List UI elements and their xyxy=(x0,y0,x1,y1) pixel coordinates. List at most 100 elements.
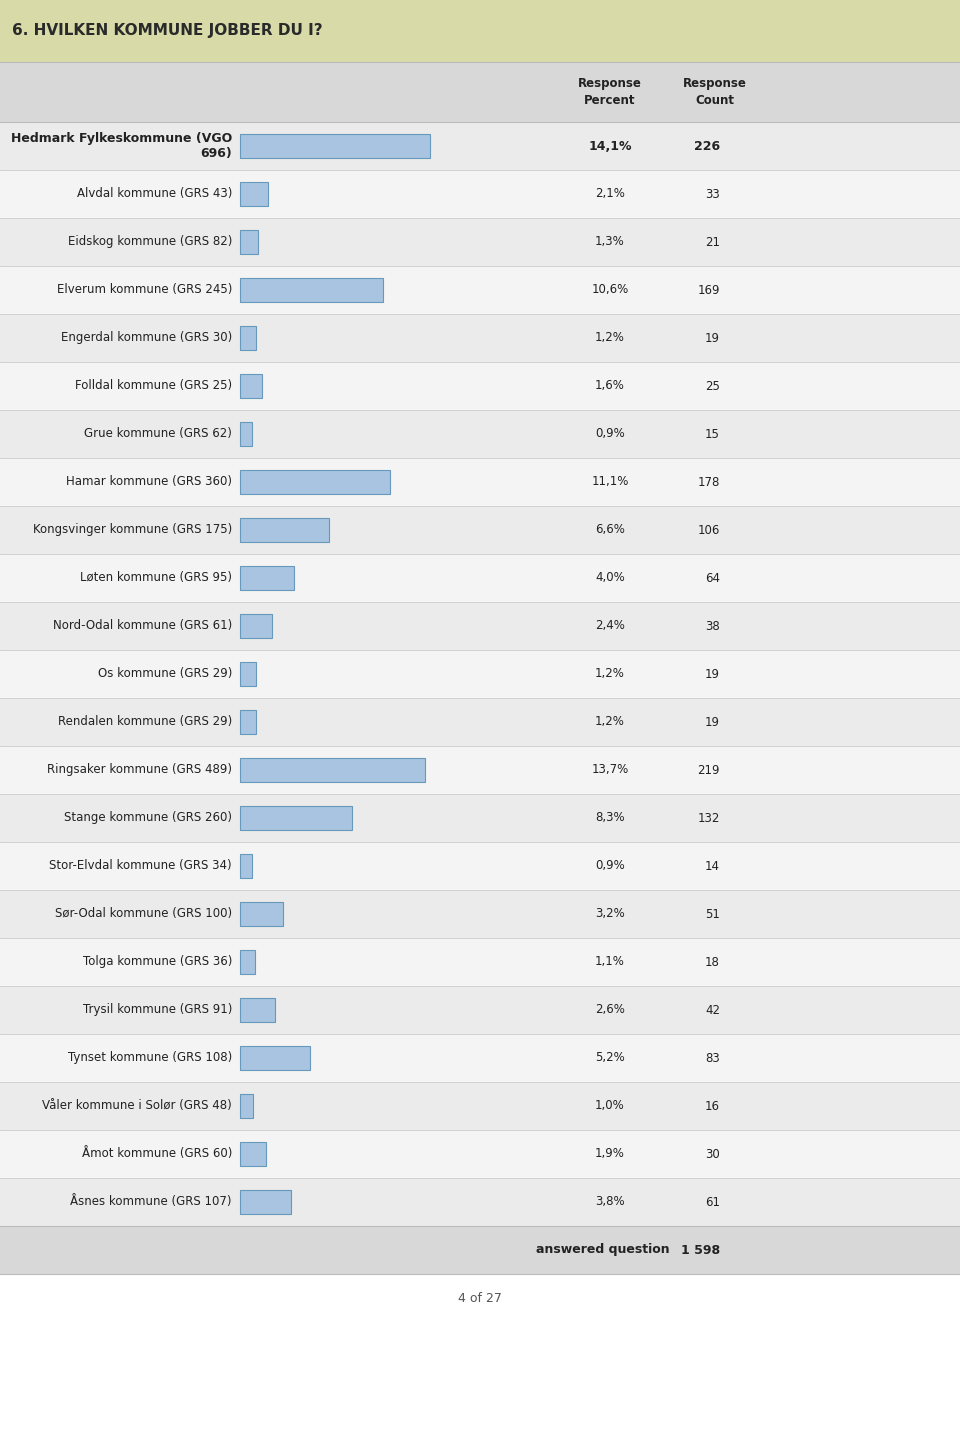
Bar xyxy=(240,1141,266,1166)
Text: 178: 178 xyxy=(698,476,720,489)
Bar xyxy=(0,0,960,62)
Bar xyxy=(0,62,960,123)
Text: 42: 42 xyxy=(705,1003,720,1016)
Bar xyxy=(240,1046,310,1071)
Text: 1,2%: 1,2% xyxy=(595,332,625,345)
Text: 21: 21 xyxy=(705,235,720,248)
Bar xyxy=(0,938,960,986)
Bar xyxy=(240,997,275,1023)
Text: 1,2%: 1,2% xyxy=(595,668,625,681)
Text: Sør-Odal kommune (GRS 100): Sør-Odal kommune (GRS 100) xyxy=(55,908,232,921)
Bar xyxy=(240,374,261,398)
Bar xyxy=(0,410,960,457)
Text: Rendalen kommune (GRS 29): Rendalen kommune (GRS 29) xyxy=(58,716,232,729)
Text: Elverum kommune (GRS 245): Elverum kommune (GRS 245) xyxy=(57,283,232,296)
Text: Stange kommune (GRS 260): Stange kommune (GRS 260) xyxy=(64,811,232,824)
Bar xyxy=(0,890,960,938)
Text: Stor-Elvdal kommune (GRS 34): Stor-Elvdal kommune (GRS 34) xyxy=(49,860,232,873)
Text: 219: 219 xyxy=(698,763,720,776)
Text: 51: 51 xyxy=(706,908,720,921)
Bar xyxy=(240,1094,253,1118)
Bar xyxy=(0,986,960,1035)
Text: 1,2%: 1,2% xyxy=(595,716,625,729)
Text: 2,4%: 2,4% xyxy=(595,619,625,632)
Text: 1,3%: 1,3% xyxy=(595,235,625,248)
Text: Kongsvinger kommune (GRS 175): Kongsvinger kommune (GRS 175) xyxy=(33,524,232,537)
Text: 5,2%: 5,2% xyxy=(595,1052,625,1065)
Text: 25: 25 xyxy=(706,380,720,392)
Text: answered question: answered question xyxy=(537,1244,670,1257)
Text: 1 598: 1 598 xyxy=(681,1244,720,1257)
Bar xyxy=(240,566,294,590)
Text: 19: 19 xyxy=(705,716,720,729)
Bar xyxy=(0,315,960,362)
Text: Hamar kommune (GRS 360): Hamar kommune (GRS 360) xyxy=(66,476,232,489)
Bar xyxy=(240,949,254,974)
Text: 4,0%: 4,0% xyxy=(595,571,625,584)
Bar xyxy=(240,1189,291,1215)
Bar xyxy=(240,421,252,446)
Text: 3,8%: 3,8% xyxy=(595,1195,625,1208)
Text: Ringsaker kommune (GRS 489): Ringsaker kommune (GRS 489) xyxy=(47,763,232,776)
Bar xyxy=(0,362,960,410)
Bar xyxy=(0,746,960,794)
Bar xyxy=(0,457,960,506)
Bar xyxy=(0,1177,960,1227)
Text: 10,6%: 10,6% xyxy=(591,283,629,296)
Text: Våler kommune i Solør (GRS 48): Våler kommune i Solør (GRS 48) xyxy=(42,1100,232,1113)
Text: Tynset kommune (GRS 108): Tynset kommune (GRS 108) xyxy=(68,1052,232,1065)
Text: Engerdal kommune (GRS 30): Engerdal kommune (GRS 30) xyxy=(60,332,232,345)
Text: 1,6%: 1,6% xyxy=(595,380,625,392)
Text: Eidskog kommune (GRS 82): Eidskog kommune (GRS 82) xyxy=(67,235,232,248)
Bar xyxy=(240,853,252,879)
Bar xyxy=(0,554,960,602)
Bar xyxy=(240,518,329,543)
Text: 6,6%: 6,6% xyxy=(595,524,625,537)
Bar xyxy=(0,1274,960,1325)
Text: 226: 226 xyxy=(694,140,720,153)
Bar xyxy=(240,326,256,351)
Bar xyxy=(240,805,352,831)
Text: 14: 14 xyxy=(705,860,720,873)
Text: 30: 30 xyxy=(706,1147,720,1160)
Text: Folldal kommune (GRS 25): Folldal kommune (GRS 25) xyxy=(75,380,232,392)
Text: 83: 83 xyxy=(706,1052,720,1065)
Text: Tolga kommune (GRS 36): Tolga kommune (GRS 36) xyxy=(83,955,232,968)
Text: 38: 38 xyxy=(706,619,720,632)
Bar xyxy=(0,649,960,698)
Text: 6. HVILKEN KOMMUNE JOBBER DU I?: 6. HVILKEN KOMMUNE JOBBER DU I? xyxy=(12,23,323,39)
Text: 19: 19 xyxy=(705,332,720,345)
Bar xyxy=(240,469,390,495)
Text: 0,9%: 0,9% xyxy=(595,427,625,440)
Text: Response
Percent: Response Percent xyxy=(578,78,642,107)
Text: 64: 64 xyxy=(705,571,720,584)
Text: 1,1%: 1,1% xyxy=(595,955,625,968)
Text: 11,1%: 11,1% xyxy=(591,476,629,489)
Text: Åmot kommune (GRS 60): Åmot kommune (GRS 60) xyxy=(82,1147,232,1160)
Text: 14,1%: 14,1% xyxy=(588,140,632,153)
Text: 15: 15 xyxy=(706,427,720,440)
Text: 132: 132 xyxy=(698,811,720,824)
Text: 1,0%: 1,0% xyxy=(595,1100,625,1113)
Bar xyxy=(0,1227,960,1274)
Text: Løten kommune (GRS 95): Løten kommune (GRS 95) xyxy=(80,571,232,584)
Bar xyxy=(240,758,424,782)
Text: Nord-Odal kommune (GRS 61): Nord-Odal kommune (GRS 61) xyxy=(53,619,232,632)
Bar xyxy=(0,266,960,315)
Bar xyxy=(240,661,256,687)
Bar xyxy=(0,170,960,218)
Text: 18: 18 xyxy=(706,955,720,968)
Text: Response
Count: Response Count xyxy=(684,78,747,107)
Text: Alvdal kommune (GRS 43): Alvdal kommune (GRS 43) xyxy=(77,188,232,201)
Bar xyxy=(0,794,960,843)
Bar xyxy=(0,698,960,746)
Text: Åsnes kommune (GRS 107): Åsnes kommune (GRS 107) xyxy=(70,1195,232,1208)
Bar xyxy=(0,506,960,554)
Bar xyxy=(240,277,383,303)
Text: 13,7%: 13,7% xyxy=(591,763,629,776)
Text: Grue kommune (GRS 62): Grue kommune (GRS 62) xyxy=(84,427,232,440)
Bar xyxy=(240,182,268,206)
Bar xyxy=(0,602,960,649)
Text: 19: 19 xyxy=(705,668,720,681)
Bar xyxy=(240,710,256,734)
